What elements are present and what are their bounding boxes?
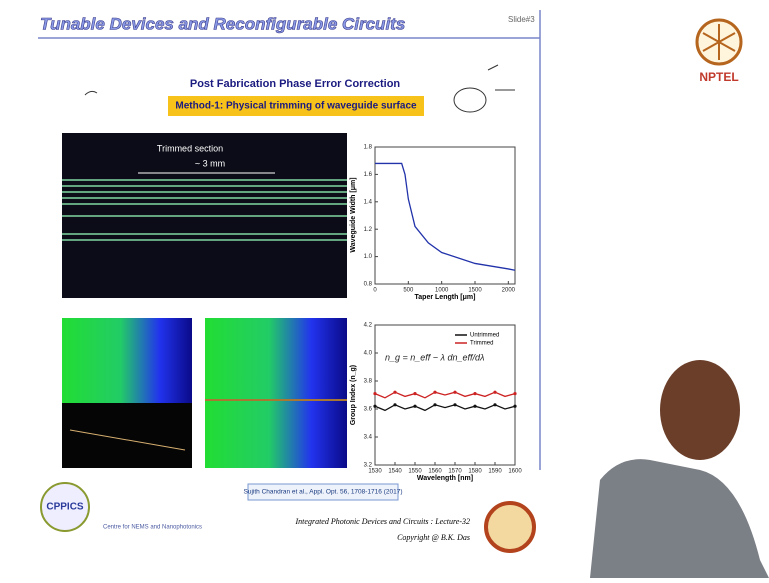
x-tick-label: 0	[373, 288, 377, 294]
method: Method-1: Physical trimming of waveguide…	[175, 101, 417, 112]
presenter	[590, 459, 769, 578]
sim-image	[62, 318, 192, 403]
photo-label: Trimmed section	[157, 143, 223, 153]
point	[493, 390, 497, 394]
y-axis-label: Waveguide Width [μm]	[350, 177, 357, 252]
y-tick-label: 3.6	[364, 407, 373, 413]
cppics-logo	[40, 482, 90, 532]
legend-label: Untrimmed	[470, 333, 499, 339]
chart: Wavelength [nm] Group Index (n_g) n_g = …	[350, 323, 522, 482]
point	[433, 403, 437, 407]
point	[393, 390, 397, 394]
sim-line	[69, 429, 186, 451]
sketch	[84, 64, 515, 96]
x-tick-label: 1560	[428, 469, 442, 475]
method-box	[168, 96, 424, 116]
x-tick-label: 1000	[435, 288, 449, 294]
point	[473, 392, 477, 396]
sim-image	[205, 318, 347, 468]
presenter-head	[660, 360, 740, 460]
series-line	[374, 391, 516, 399]
y-tick-label: 1.8	[364, 145, 373, 151]
point	[513, 392, 517, 396]
y-tick-label: 1.6	[364, 172, 373, 178]
series-line	[374, 404, 516, 412]
heading: Post Fabrication Phase Error Correction	[190, 78, 401, 90]
nptel-text: NPTEL	[699, 70, 738, 84]
y-axis-label: Group Index (n_g)	[350, 365, 357, 425]
y-tick-label: 3.2	[364, 463, 373, 469]
x-tick-label: 1580	[468, 469, 482, 475]
course: Integrated Photonic Devices and Circuits…	[295, 517, 470, 526]
point	[453, 390, 457, 394]
x-tick-label: 1540	[388, 469, 402, 475]
y-tick-label: 0.8	[364, 282, 373, 288]
series-line	[375, 162, 516, 271]
x-tick-label: 1500	[468, 288, 482, 294]
y-tick-label: 4.0	[364, 351, 373, 357]
y-tick-label: 1.2	[364, 227, 373, 233]
equation: n_g = n_eff − λ dn_eff/dλ	[385, 352, 484, 362]
y-tick-label: 4.2	[364, 323, 373, 329]
waveguides	[62, 179, 347, 241]
sketch	[453, 87, 487, 113]
centre: Centre for NEMS and Nanophotonics	[103, 525, 202, 531]
x-tick-label: 1550	[408, 469, 422, 475]
nptel-logo	[702, 24, 736, 60]
iitm-logo	[484, 501, 536, 553]
point	[373, 392, 377, 396]
y-tick-label: 3.8	[364, 379, 373, 385]
y-tick-label: 1.4	[364, 199, 373, 205]
x-axis-label: Wavelength [nm]	[417, 475, 473, 482]
point	[433, 390, 437, 394]
x-tick-label: 1600	[508, 469, 522, 475]
point	[473, 404, 477, 408]
citation-box	[247, 483, 399, 501]
x-tick-label: 500	[403, 288, 414, 294]
point	[413, 404, 417, 408]
slide-number: Slide#3	[508, 15, 535, 24]
citation: Sujith Chandran et al., Appl. Opt. 56, 1…	[244, 489, 403, 496]
legend-label: Trimmed	[470, 341, 493, 347]
point	[393, 403, 397, 407]
point	[413, 392, 417, 396]
y-tick-label: 3.4	[364, 435, 373, 441]
photo-dimension: ~ 3 mm	[195, 158, 225, 168]
copyright: Copyright @ B.K. Das	[397, 533, 470, 542]
plot-area	[374, 146, 516, 285]
point	[453, 403, 457, 407]
x-tick-label: 2000	[502, 288, 516, 294]
sim-image	[62, 403, 192, 468]
x-tick-label: 1530	[368, 469, 382, 475]
slide-title: Tunable Devices and Reconfigurable Circu…	[40, 14, 405, 33]
chart: Taper Length [μm] Waveguide Width [μm] 0…	[350, 145, 516, 301]
y-tick-label: 1.0	[364, 254, 373, 260]
x-tick-label: 1590	[488, 469, 502, 475]
cppics-text: CPPICS	[46, 502, 84, 513]
x-tick-label: 1570	[448, 469, 462, 475]
point	[513, 404, 517, 408]
point	[493, 403, 497, 407]
x-axis-label: Taper Length [μm]	[415, 294, 476, 301]
point	[373, 404, 377, 408]
